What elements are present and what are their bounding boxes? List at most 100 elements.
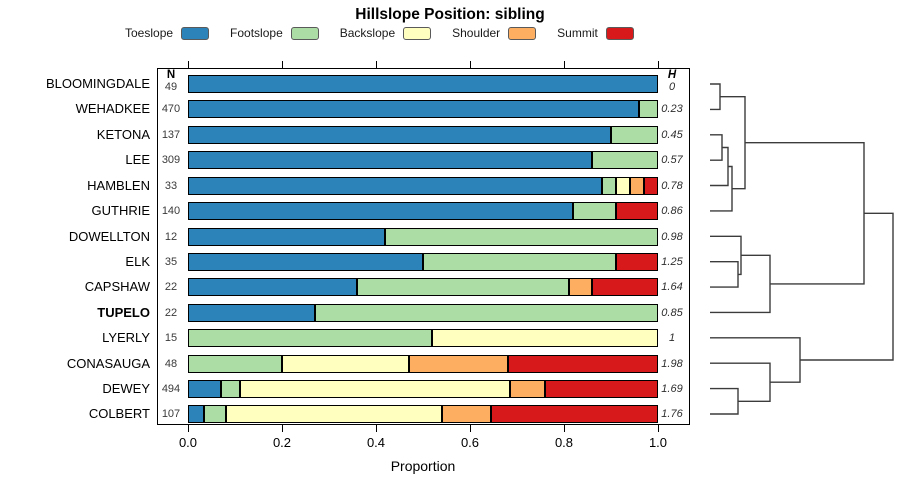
- stacked-bar: [188, 329, 658, 348]
- n-value: 12: [164, 230, 178, 243]
- h-value: 1.98: [661, 357, 683, 370]
- bar-segment-backslope: [615, 176, 630, 195]
- n-value: 22: [164, 306, 178, 319]
- bar-segment-footslope: [357, 278, 569, 297]
- row-label: CAPSHAW: [84, 279, 150, 295]
- row-label: DOWELLTON: [68, 228, 150, 244]
- legend: Toeslope Footslope Backslope Shoulder Summit: [125, 26, 634, 40]
- stacked-bar: [188, 202, 658, 221]
- stacked-bar: [188, 151, 658, 170]
- dendrogram-link: [800, 212, 894, 361]
- legend-item: Backslope: [339, 26, 432, 40]
- n-column-stack: N 49: [157, 69, 185, 93]
- stacked-bar: [188, 278, 658, 297]
- legend-item-label: Shoulder: [452, 26, 501, 40]
- legend-item-label: Toeslope: [125, 26, 174, 40]
- row-label: WEHADKEE: [75, 101, 150, 117]
- n-value: 107: [161, 408, 181, 421]
- h-value: 0.85: [661, 306, 683, 319]
- row-label: LYERLY: [102, 330, 150, 346]
- h-value: 1.76: [661, 408, 683, 421]
- x-tick-label: 1.0: [648, 435, 668, 450]
- row-label: CONASAUGA: [66, 355, 150, 371]
- h-value: 0.78: [661, 179, 683, 192]
- bar-segment-toeslope: [188, 227, 386, 246]
- bar-segment-footslope: [639, 100, 658, 119]
- bar-segment-shoulder: [629, 176, 644, 195]
- dendrogram-link: [745, 142, 865, 285]
- legend-item: Toeslope: [125, 26, 210, 40]
- stacked-bar: [188, 380, 658, 399]
- x-tick-label: 0.8: [554, 435, 574, 450]
- dendrogram-link: [710, 254, 771, 314]
- stacked-bar: [188, 354, 658, 373]
- bar-segment-backslope: [282, 354, 409, 373]
- x-tick-top: [282, 61, 283, 68]
- bar-segment-toeslope: [188, 380, 221, 399]
- dendrogram-link: [710, 134, 723, 161]
- bar-segment-toeslope: [188, 151, 593, 170]
- x-tick-label: 0.2: [272, 435, 292, 450]
- x-tick-bottom: [470, 425, 471, 432]
- bar-segment-shoulder: [568, 278, 593, 297]
- stacked-bar: [188, 176, 658, 195]
- h-value: 0.45: [661, 128, 683, 141]
- dendrogram-link: [710, 261, 739, 288]
- bar-segment-toeslope: [188, 125, 611, 144]
- bar-segment-summit: [615, 252, 658, 271]
- bar-segment-footslope: [385, 227, 658, 246]
- legend-item-label: Summit: [557, 26, 598, 40]
- n-value: 494: [161, 383, 181, 396]
- legend-item: Footslope: [230, 26, 319, 40]
- h-value: 1.25: [661, 255, 683, 268]
- bar-segment-toeslope: [188, 176, 602, 195]
- bar-segment-backslope: [432, 329, 658, 348]
- stacked-bar: [188, 252, 658, 271]
- x-tick-top: [376, 61, 377, 68]
- x-tick-bottom: [188, 425, 189, 432]
- dendrogram-link: [710, 362, 771, 402]
- h-value: 0.98: [661, 230, 683, 243]
- dendrogram-link: [710, 165, 733, 212]
- row-label: GUTHRIE: [91, 203, 151, 219]
- legend-item: Summit: [557, 26, 634, 40]
- row-label: BLOOMINGDALE: [45, 76, 150, 91]
- n-value: 35: [164, 255, 178, 268]
- bar-segment-toeslope: [188, 405, 205, 424]
- stacked-bar: [188, 75, 658, 93]
- row-label: DEWEY: [102, 381, 150, 397]
- dendrogram-link: [720, 96, 746, 190]
- x-tick-top: [564, 61, 565, 68]
- legend-swatch-backslope: [403, 26, 432, 40]
- h-value: 0.23: [661, 103, 683, 116]
- h-column-header: H: [667, 69, 677, 81]
- bar-segment-summit: [643, 176, 658, 195]
- x-tick-bottom: [282, 425, 283, 432]
- h-value: 1.69: [661, 383, 683, 396]
- x-tick-top: [658, 61, 659, 68]
- bar-segment-summit: [615, 202, 658, 221]
- x-tick-label: 0.0: [178, 435, 198, 450]
- row-label: COLBERT: [88, 406, 150, 422]
- n-value: 309: [161, 154, 181, 167]
- h-value: 1: [668, 332, 676, 345]
- h-value: 0.86: [661, 205, 683, 218]
- chart-title: Hillslope Position: sibling: [355, 6, 545, 23]
- n-value: 15: [164, 332, 178, 345]
- bar-segment-footslope: [188, 354, 282, 373]
- x-tick-label: 0.6: [460, 435, 480, 450]
- x-tick-bottom: [564, 425, 565, 432]
- legend-item-label: Backslope: [339, 26, 396, 40]
- x-tick-top: [188, 61, 189, 68]
- dendrogram-link: [710, 146, 729, 187]
- h-value: 0: [668, 81, 676, 93]
- h-value: 0.57: [661, 154, 683, 167]
- legend-item: Shoulder: [452, 26, 537, 40]
- x-tick-bottom: [376, 425, 377, 432]
- row-label: TUPELO: [97, 304, 150, 320]
- bar-segment-footslope: [188, 329, 433, 348]
- n-value: 22: [164, 281, 178, 294]
- bar-segment-summit: [491, 405, 658, 424]
